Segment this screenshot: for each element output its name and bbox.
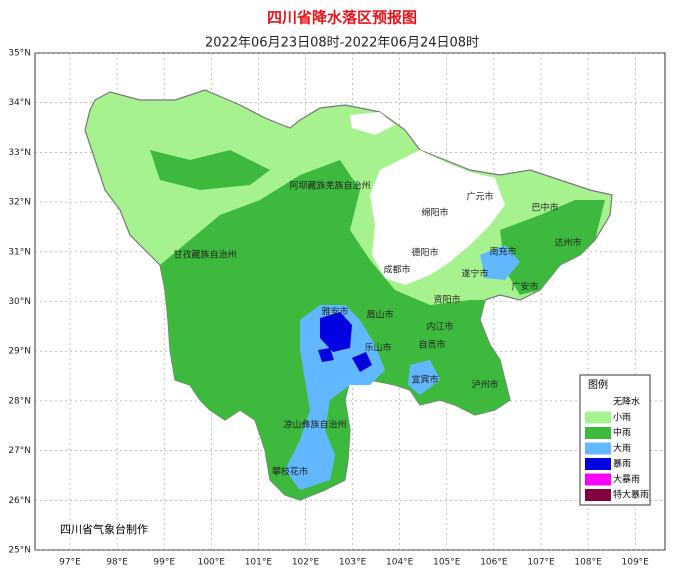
lat-label: 31°N (8, 247, 31, 257)
lon-label: 106°E (480, 558, 508, 568)
lat-label: 27°N (8, 446, 31, 456)
rainstorm-area (352, 352, 372, 372)
region-label: 成都市 (383, 264, 410, 276)
lat-label: 29°N (8, 347, 31, 357)
lon-label: 109°E (622, 558, 650, 568)
legend-label: 无降水 (613, 396, 640, 408)
legend-label: 暴雨 (613, 459, 631, 470)
lon-label: 107°E (527, 558, 555, 568)
lon-label: 100°E (198, 558, 226, 568)
no-rain-area (350, 112, 395, 135)
legend-label: 中雨 (613, 427, 631, 439)
lon-label: 102°E (292, 558, 320, 568)
legend-label: 大雨 (613, 442, 631, 454)
lat-label: 32°N (8, 198, 31, 208)
region-label: 内江市 (426, 321, 453, 333)
heavy-rain-area (285, 305, 385, 490)
legend-swatch (585, 427, 611, 439)
lon-label: 101°E (245, 558, 273, 568)
legend-swatch (585, 458, 611, 470)
lat-label: 35°N (8, 49, 31, 59)
legend-swatch (585, 411, 611, 424)
lat-label: 30°N (8, 297, 31, 307)
legend-label: 特大暴雨 (613, 489, 649, 501)
region-label: 巴中市 (531, 202, 558, 214)
lon-label: 98°E (106, 558, 128, 568)
legend-swatch (585, 489, 611, 501)
map-subtitle: 2022年06月23日08时-2022年06月24日08时 (205, 36, 479, 51)
moderate-rain-area (500, 200, 605, 295)
region-label: 雅安市 (321, 306, 348, 318)
lon-label: 97°E (59, 558, 81, 568)
lat-label: 25°N (8, 546, 31, 556)
moderate-rain-area (150, 150, 270, 190)
credit: 四川省气象台制作 (60, 522, 148, 536)
region-label: 凉山彝族自治州 (283, 419, 346, 431)
lat-label: 26°N (8, 496, 31, 506)
region-label: 阿坝藏族羌族自治州 (289, 180, 370, 192)
region-label: 广安市 (511, 281, 538, 293)
rainstorm-area (318, 348, 334, 362)
rainstorm-area (320, 312, 352, 352)
region-label: 自贡市 (418, 339, 445, 351)
lat-label: 33°N (8, 148, 31, 158)
region-label: 达州市 (554, 237, 581, 249)
region-label: 泸州市 (471, 379, 498, 391)
region-label: 德阳市 (411, 247, 438, 259)
region-label: 绵阳市 (421, 207, 448, 219)
lon-label: 103°E (339, 558, 367, 568)
region-label: 宜宾市 (411, 374, 438, 386)
heavy-rain-area (408, 360, 440, 395)
legend-label: 小雨 (613, 412, 631, 423)
region-label: 甘孜藏族自治州 (173, 249, 236, 261)
no-rain-area (370, 150, 505, 285)
map-title: 四川省降水落区预报图 (267, 9, 417, 27)
region-label: 乐山市 (364, 342, 391, 354)
lat-label: 28°N (8, 396, 31, 406)
region-label: 资阳市 (433, 294, 460, 306)
lon-label: 108°E (574, 558, 602, 568)
heavy-rain-area (480, 245, 520, 280)
region-label: 南充市 (489, 246, 516, 258)
lon-label: 105°E (433, 558, 461, 568)
legend-swatch (585, 442, 611, 455)
legend-label: 大暴雨 (613, 473, 640, 485)
lat-label: 34°N (8, 98, 31, 108)
legend-swatch (584, 395, 612, 409)
legend-title: 图例 (588, 378, 608, 391)
lon-label: 104°E (386, 558, 414, 568)
region-label: 攀枝花市 (272, 466, 308, 478)
legend-swatch (585, 473, 611, 486)
region-label: 广元市 (466, 191, 493, 203)
region-label: 遂宁市 (461, 268, 488, 280)
lon-label: 99°E (153, 558, 175, 568)
region-label: 眉山市 (366, 309, 393, 321)
